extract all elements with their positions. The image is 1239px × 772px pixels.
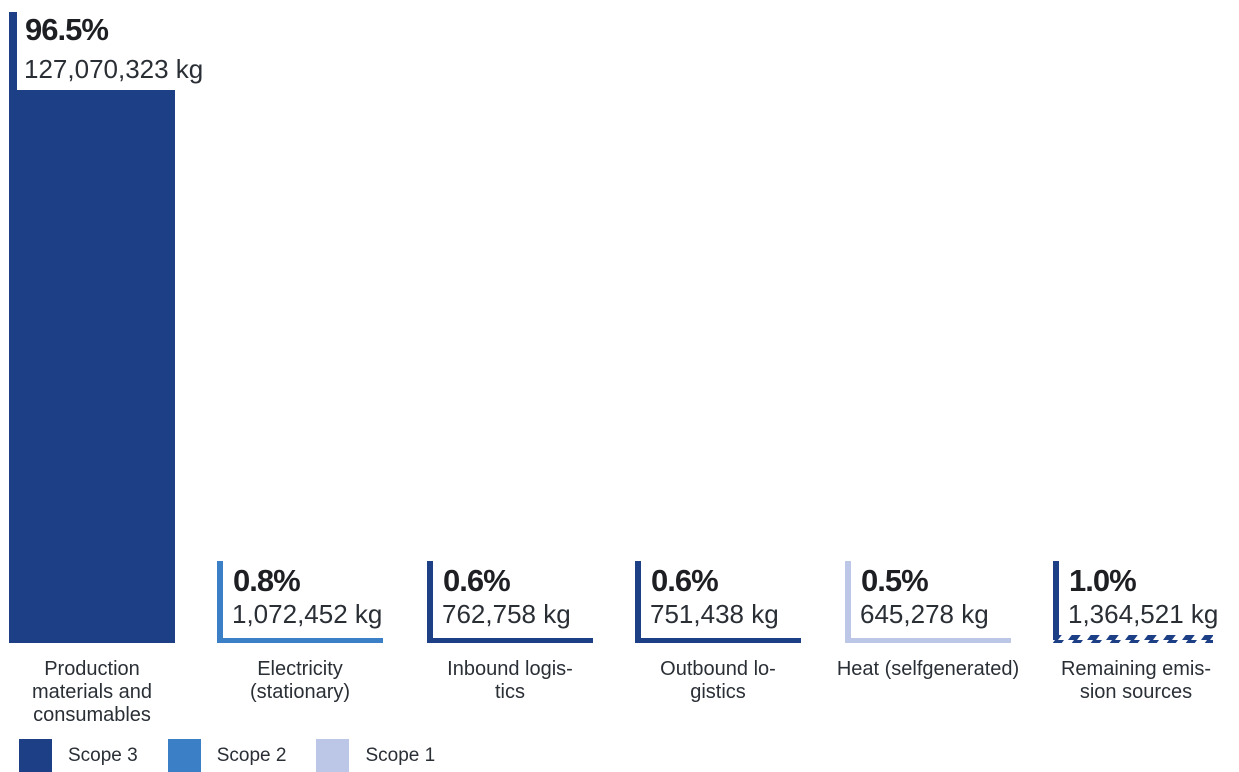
- percent-label: 1.0%: [1069, 563, 1137, 598]
- value-label: 1,364,521 kg: [1068, 599, 1219, 629]
- legend-label: Scope 2: [216, 744, 287, 766]
- bar-5: [1053, 635, 1213, 643]
- bar-0: [9, 90, 175, 643]
- category-label: Outbound lo- gistics: [660, 658, 776, 703]
- percent-label: 0.8%: [233, 563, 301, 598]
- bar-accent-0: [9, 12, 17, 91]
- legend-swatch-scope3: [19, 739, 52, 772]
- value-label: 127,070,323 kg: [24, 54, 204, 84]
- bar-accent-4: [845, 561, 851, 643]
- bar-1: [217, 638, 383, 643]
- legend-label: Scope 1: [365, 744, 436, 766]
- value-label: 762,758 kg: [442, 599, 571, 629]
- value-label: 1,072,452 kg: [232, 599, 383, 629]
- legend-swatch-scope1: [316, 739, 350, 772]
- legend-label: Scope 3: [68, 744, 138, 766]
- bar-accent-5: [1053, 561, 1059, 637]
- bar-2: [427, 638, 593, 643]
- category-label: Heat (selfgenerated): [836, 658, 1020, 680]
- bar-accent-2: [427, 561, 433, 643]
- legend-item-scope2: Scope 2: [167, 739, 287, 772]
- percent-label: 96.5%: [25, 12, 109, 47]
- legend-swatch-scope2: [167, 739, 201, 772]
- category-label: Remaining emis- sion sources: [1060, 658, 1212, 703]
- percent-label: 0.5%: [861, 563, 929, 598]
- category-label: Production materials and consumables: [31, 658, 153, 726]
- bar-3: [635, 638, 801, 643]
- legend-item-scope3: Scope 3: [19, 739, 138, 772]
- percent-label: 0.6%: [443, 563, 511, 598]
- legend-item-scope1: Scope 1: [316, 739, 435, 772]
- bar-4: [845, 638, 1011, 643]
- value-label: 645,278 kg: [860, 599, 989, 629]
- category-label: Inbound logis- tics: [447, 658, 573, 703]
- value-label: 751,438 kg: [650, 599, 779, 629]
- bar-accent-1: [217, 561, 223, 643]
- bar-accent-3: [635, 561, 641, 643]
- category-label: Electricity (stationary): [249, 658, 351, 703]
- percent-label: 0.6%: [651, 563, 719, 598]
- legend: Scope 3 Scope 2 Scope 1: [19, 739, 465, 772]
